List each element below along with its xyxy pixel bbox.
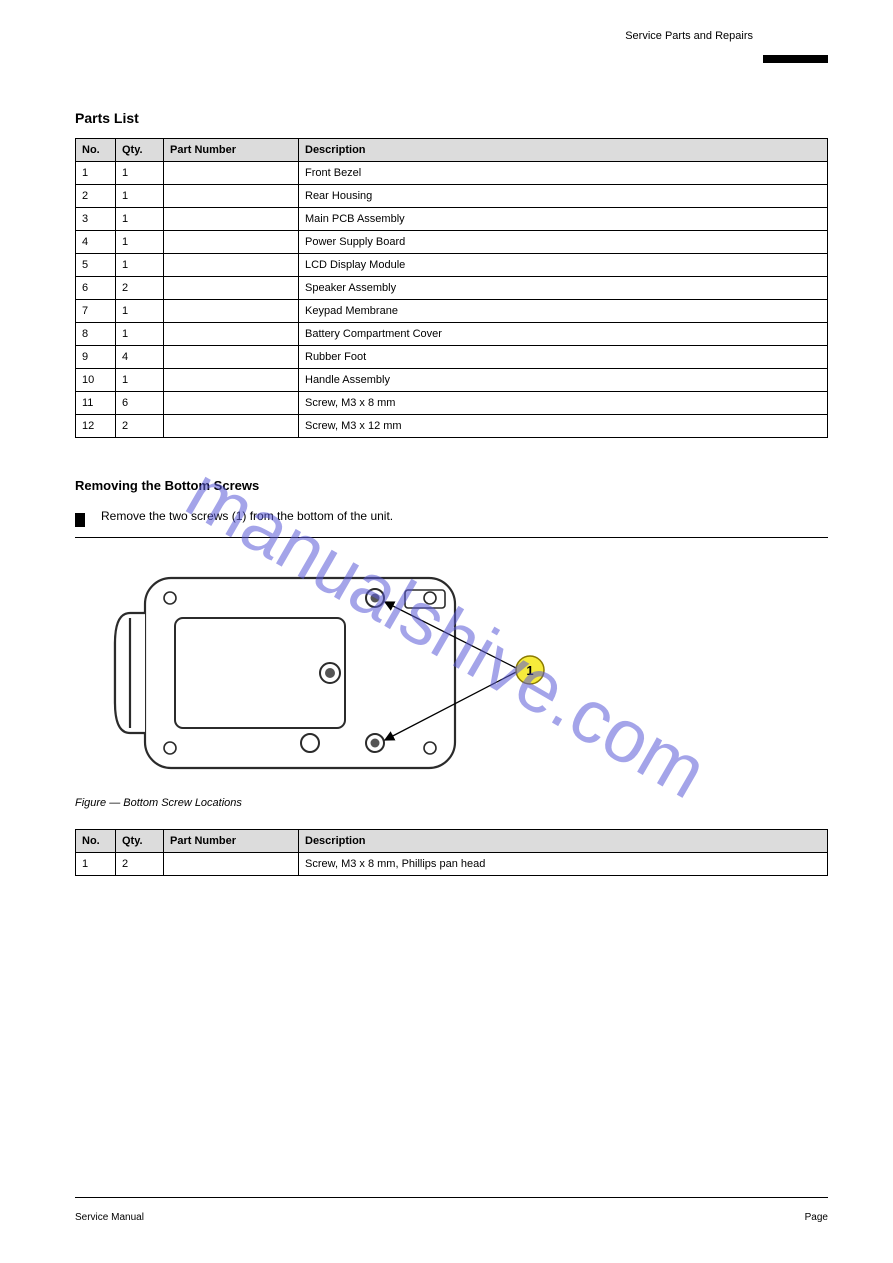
step-bullet-icon [75,513,85,527]
callout-number: 1 [526,663,533,678]
cell: Rear Housing [299,185,828,208]
cell [164,208,299,231]
header-text: Service Parts and Repairs [625,30,753,42]
cell: 1 [116,185,164,208]
cell: 12 [76,415,116,438]
cell: Speaker Assembly [299,277,828,300]
footer-divider [75,1197,828,1198]
parts-table: No. Qty. Part Number Description 11Front… [75,138,828,438]
table-header-row: No. Qty. Part Number Description [76,139,828,162]
cell: 9 [76,346,116,369]
header-accent-bar [763,55,828,63]
col-header: No. [76,139,116,162]
table-row: 62 Speaker Assembly [76,277,828,300]
table-row: 41 Power Supply Board [76,231,828,254]
cell [164,369,299,392]
cell [164,415,299,438]
table-row: 21 Rear Housing [76,185,828,208]
cell: Handle Assembly [299,369,828,392]
table-row: 101 Handle Assembly [76,369,828,392]
cell: LCD Display Module [299,254,828,277]
cell: 7 [76,300,116,323]
cell: 1 [116,300,164,323]
table-row: 116 Screw, M3 x 8 mm [76,392,828,415]
section2: Removing the Bottom Screws Remove the tw… [75,478,828,876]
col-header: Description [299,139,828,162]
cell: Battery Compartment Cover [299,323,828,346]
col-header: Qty. [116,830,164,853]
cell: 8 [76,323,116,346]
table-row: 1 2 Screw, M3 x 8 mm, Phillips pan head [76,853,828,876]
cell [164,277,299,300]
cell: 2 [76,185,116,208]
col-header: Qty. [116,139,164,162]
col-header: Part Number [164,830,299,853]
table-row: 11 Front Bezel [76,162,828,185]
cell: Front Bezel [299,162,828,185]
cell: 1 [76,853,116,876]
section2-title: Removing the Bottom Screws [75,478,828,493]
cell: Screw, M3 x 8 mm [299,392,828,415]
cell: 6 [76,277,116,300]
cell: Screw, M3 x 8 mm, Phillips pan head [299,853,828,876]
col-header: Part Number [164,139,299,162]
diagram-svg: 1 [75,558,595,788]
cell: 4 [116,346,164,369]
page-footer: Service Manual Page [75,1212,828,1223]
cell: 3 [76,208,116,231]
cell: 10 [76,369,116,392]
cell: 2 [116,415,164,438]
cell: Keypad Membrane [299,300,828,323]
cell [164,254,299,277]
col-header: No. [76,830,116,853]
cell: 1 [116,208,164,231]
cell: 5 [76,254,116,277]
figure-caption: Figure — Bottom Screw Locations [75,797,828,809]
device-diagram: 1 Figure — Bottom Screw Locations [75,558,828,809]
cell: 1 [116,254,164,277]
section2-parts-table: No. Qty. Part Number Description 1 2 Scr… [75,829,828,876]
cell [164,346,299,369]
cell: Rubber Foot [299,346,828,369]
step-text: Remove the two screws (1) from the botto… [101,509,393,523]
cell: 1 [76,162,116,185]
table-row: 81 Battery Compartment Cover [76,323,828,346]
page-header: Service Parts and Repairs [75,30,753,42]
cell [164,162,299,185]
cell: Main PCB Assembly [299,208,828,231]
cell [164,231,299,254]
section1-title: Parts List [75,110,828,126]
cell [164,300,299,323]
table-row: 31 Main PCB Assembly [76,208,828,231]
table-row: 51 LCD Display Module [76,254,828,277]
cell: 2 [116,277,164,300]
cell: 1 [116,231,164,254]
table-header-row: No. Qty. Part Number Description [76,830,828,853]
cell: 11 [76,392,116,415]
parts-table-body: 11Front Bezel 21Rear Housing 31Main PCB … [76,162,828,438]
col-header: Description [299,830,828,853]
table-row: 71 Keypad Membrane [76,300,828,323]
cell: 2 [116,853,164,876]
cell: 6 [116,392,164,415]
cell [164,185,299,208]
cell: 4 [76,231,116,254]
cell [164,392,299,415]
cell: Screw, M3 x 12 mm [299,415,828,438]
footer-right: Page [805,1212,828,1223]
procedure-step: Remove the two screws (1) from the botto… [75,503,828,538]
cell: Power Supply Board [299,231,828,254]
cell [164,323,299,346]
cell: 1 [116,162,164,185]
cell: 1 [116,323,164,346]
table-row: 94 Rubber Foot [76,346,828,369]
cell: 1 [116,369,164,392]
cell [164,853,299,876]
footer-left: Service Manual [75,1212,144,1223]
table-row: 122 Screw, M3 x 12 mm [76,415,828,438]
